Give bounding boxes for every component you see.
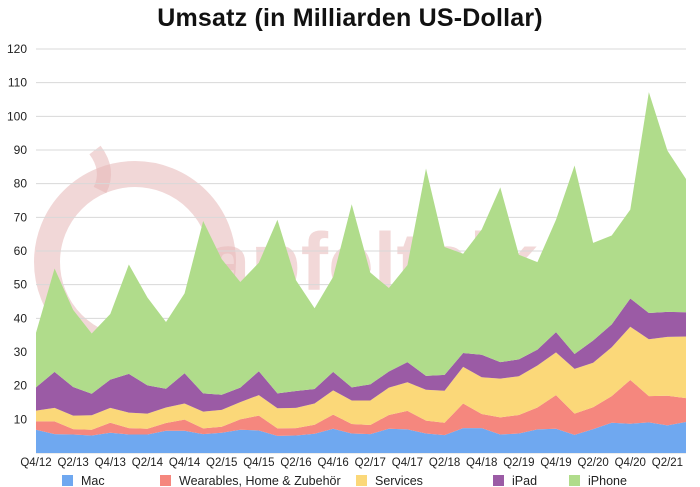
y-axis-ticks: 10 20 30 40 50 60 70 80 90 100 110 120 bbox=[7, 42, 27, 426]
x-tick-label: Q2/19 bbox=[503, 457, 534, 469]
x-tick-label: Q4/17 bbox=[392, 457, 423, 469]
legend-label: iPad bbox=[512, 474, 537, 487]
x-tick-label: Q2/16 bbox=[280, 457, 311, 469]
x-tick-label: Q4/12 bbox=[20, 457, 51, 469]
series-area-mac bbox=[36, 422, 686, 453]
y-tick-label: 30 bbox=[14, 345, 28, 359]
legend-swatch bbox=[569, 475, 580, 486]
x-tick-label: Q4/16 bbox=[317, 457, 348, 469]
x-tick-label: Q4/18 bbox=[466, 457, 497, 469]
series-area-wearables-home-zubeh-r bbox=[36, 379, 686, 436]
x-tick-label: Q4/13 bbox=[95, 457, 126, 469]
x-tick-label: Q2/21 bbox=[652, 457, 683, 469]
x-tick-label: Q4/20 bbox=[615, 457, 646, 469]
x-tick-label: Q2/15 bbox=[206, 457, 237, 469]
x-tick-label: Q2/14 bbox=[132, 457, 164, 469]
legend-swatch bbox=[62, 475, 73, 486]
series-areas bbox=[36, 92, 686, 453]
y-tick-label: 50 bbox=[14, 278, 28, 292]
x-tick-label: Q2/20 bbox=[577, 457, 608, 469]
y-tick-label: 10 bbox=[14, 412, 28, 426]
legend-swatch bbox=[493, 475, 504, 486]
y-tick-label: 110 bbox=[8, 76, 27, 90]
legend: Mac Wearables, Home & Zubehör Services iPad… bbox=[62, 474, 627, 487]
y-tick-label: 20 bbox=[14, 379, 28, 393]
legend-swatch bbox=[160, 475, 171, 486]
series-area-ipad bbox=[36, 298, 686, 416]
y-tick-label: 70 bbox=[14, 210, 28, 224]
legend-label: Services bbox=[375, 474, 423, 487]
x-tick-label: Q4/14 bbox=[169, 457, 201, 469]
series-area-services bbox=[36, 326, 686, 430]
x-tick-label: Q4/15 bbox=[243, 457, 274, 469]
x-tick-label: Q2/13 bbox=[57, 457, 88, 469]
y-tick-label: 40 bbox=[14, 311, 28, 325]
y-tick-label: 80 bbox=[14, 177, 28, 191]
watermark-leaf-icon bbox=[89, 145, 111, 194]
legend-label: iPhone bbox=[588, 474, 627, 487]
x-tick-label: Q2/18 bbox=[429, 457, 460, 469]
y-tick-label: 120 bbox=[7, 42, 27, 56]
legend-label: Wearables, Home & Zubehör bbox=[179, 474, 341, 487]
series-area-iphone bbox=[36, 92, 686, 395]
legend-label: Mac bbox=[81, 474, 105, 487]
x-tick-label: Q4/19 bbox=[540, 457, 571, 469]
x-tick-label: Q2/17 bbox=[355, 457, 386, 469]
legend-swatch bbox=[356, 475, 367, 486]
y-tick-label: 90 bbox=[14, 143, 28, 157]
y-tick-label: 100 bbox=[7, 109, 27, 123]
y-tick-label: 60 bbox=[14, 244, 28, 258]
chart-title: Umsatz (in Milliarden US-Dollar) bbox=[157, 4, 543, 32]
x-axis-ticks: Q4/12 Q2/13 Q4/13 Q2/14 Q4/14 Q2/15 Q4/15 Q2/16… bbox=[20, 457, 683, 469]
